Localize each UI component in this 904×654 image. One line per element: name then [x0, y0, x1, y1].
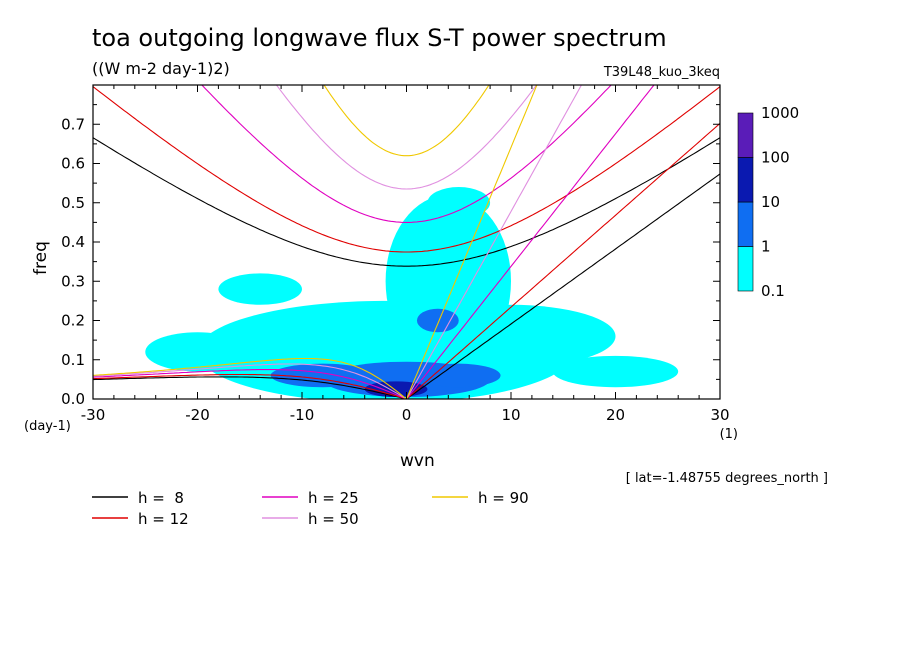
- legend-label: h = 12: [138, 510, 189, 528]
- x-tick-label: 0: [402, 406, 412, 424]
- colorbar-swatch: [737, 201, 754, 247]
- legend-label: h = 50: [308, 510, 359, 528]
- experiment-label: T39L48_kuo_3keq: [603, 65, 720, 80]
- kelvin-curve-90: [405, 85, 538, 399]
- colorbar-swatch: [737, 246, 754, 292]
- chart-subtitle: ((W m-2 day-1)2): [92, 59, 230, 78]
- legend-label: h = 8: [138, 489, 184, 507]
- colorbar-label: 10: [761, 193, 780, 211]
- y-tick-label: 0.6: [61, 155, 85, 173]
- x-axis-label: wvn: [400, 451, 435, 471]
- power-contours: [145, 187, 679, 399]
- y-tick-label: 0.1: [61, 351, 85, 369]
- ig-curve-25: [201, 85, 612, 223]
- contour-region: [416, 308, 459, 333]
- legend-label: h = 25: [308, 489, 359, 507]
- kelvin-curve-12: [406, 122, 720, 399]
- rossby-curve-8: [93, 376, 407, 399]
- contour-region: [218, 273, 302, 305]
- colorbar-label: 1000: [761, 104, 799, 122]
- ig-curve-50: [275, 85, 538, 190]
- latitude-note: [ lat=-1.48755 degrees_north ]: [626, 471, 828, 486]
- rossby-curve-50: [93, 363, 407, 399]
- kelvin-curve-8: [406, 173, 720, 399]
- ig-curve-8: [93, 137, 720, 267]
- ig-curve-12: [93, 86, 720, 253]
- colorbar-swatch: [737, 157, 754, 203]
- x-tick-label: -10: [290, 406, 315, 424]
- kelvin-curve-50: [406, 85, 583, 399]
- contour-region: [416, 363, 501, 388]
- y-tick-label: 0.0: [61, 390, 85, 408]
- contour-region: [552, 355, 679, 388]
- colorbar-label: 100: [761, 149, 790, 167]
- y-tick-label: 0.7: [61, 115, 85, 133]
- ig-curve-90: [323, 85, 490, 157]
- x-tick-label: -20: [185, 406, 210, 424]
- x-tick-label: -30: [81, 406, 106, 424]
- x-tick-label: 30: [710, 406, 729, 424]
- dispersion-curves: [93, 85, 720, 399]
- y-tick-label: 0.5: [61, 194, 85, 212]
- y-tick-label: 0.4: [61, 233, 85, 251]
- legend: h = 8 h = 12 h = 25 h = 50 h = 90: [92, 489, 529, 528]
- y-axis-label: freq: [31, 241, 51, 275]
- colorbar-label: 0.1: [761, 282, 785, 300]
- x-units-label: (1): [720, 427, 738, 442]
- axes: -30 -20 -10 0 10 20 30 0.0 0.1 0.2 0.3 0.4 0.5 0.6 0.7: [61, 85, 730, 424]
- colorbar-swatch: [737, 112, 754, 158]
- y-tick-label: 0.3: [61, 272, 85, 290]
- chart-title: toa outgoing longwave flux S-T power spe…: [92, 24, 667, 52]
- x-tick-label: 20: [606, 406, 625, 424]
- y-tick-label: 0.2: [61, 312, 85, 330]
- rossby-curve-12: [93, 373, 407, 399]
- kelvin-curve-25: [406, 85, 655, 399]
- contour-region: [270, 363, 376, 388]
- contour-region: [427, 187, 491, 219]
- legend-label: h = 90: [478, 489, 529, 507]
- colorbar-label: 1: [761, 238, 771, 256]
- y-units-label: (day-1): [24, 419, 71, 434]
- x-tick-label: 10: [501, 406, 520, 424]
- rossby-curve-25: [93, 369, 407, 399]
- rossby-curve-90: [93, 357, 407, 399]
- contour-region: [145, 332, 250, 372]
- colorbar: 0.1 1 10 100 1000: [737, 104, 799, 300]
